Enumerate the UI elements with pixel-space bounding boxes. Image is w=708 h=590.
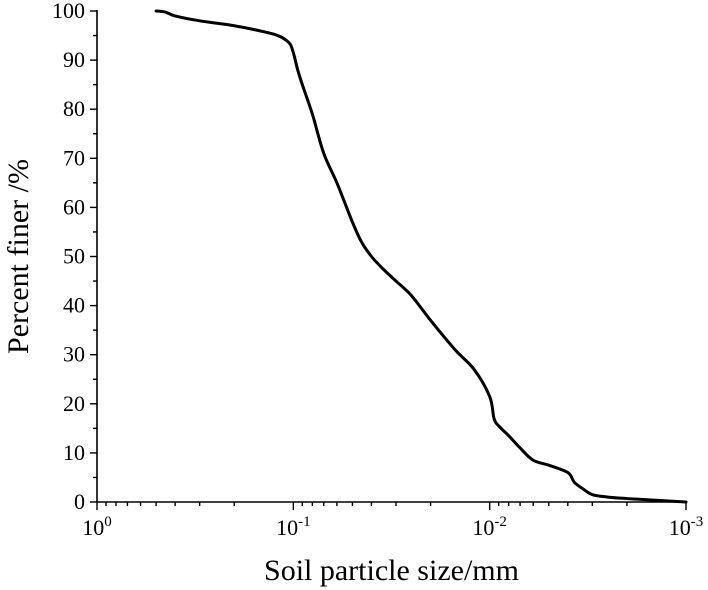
- y-tick-label: 100: [52, 0, 85, 23]
- x-tick-label: 100: [82, 514, 112, 540]
- y-tick-label: 80: [63, 96, 85, 121]
- x-tick-label: 10-1: [276, 514, 311, 540]
- y-tick-label: 20: [63, 391, 85, 416]
- y-axis-ticks: 0 10 20 30 40 50 60 70 80 90 100: [52, 0, 97, 514]
- x-axis-ticks: 100 10-1 10-2 10-3: [82, 502, 703, 540]
- x-tick-label: 10-2: [472, 514, 507, 540]
- y-tick-label: 90: [63, 47, 85, 72]
- y-tick-label: 0: [74, 489, 85, 514]
- x-tick-label: 10-3: [669, 514, 704, 540]
- y-tick-label: 70: [63, 145, 85, 170]
- series-line: [154, 9, 688, 504]
- y-axis-title: Percent finer /%: [2, 159, 35, 354]
- y-tick-label: 10: [63, 440, 85, 465]
- y-tick-label: 40: [63, 293, 85, 318]
- y-tick-label: 30: [63, 342, 85, 367]
- x-axis-title: Soil particle size/mm: [264, 554, 519, 587]
- y-tick-label: 50: [63, 244, 85, 269]
- y-tick-label: 60: [63, 194, 85, 219]
